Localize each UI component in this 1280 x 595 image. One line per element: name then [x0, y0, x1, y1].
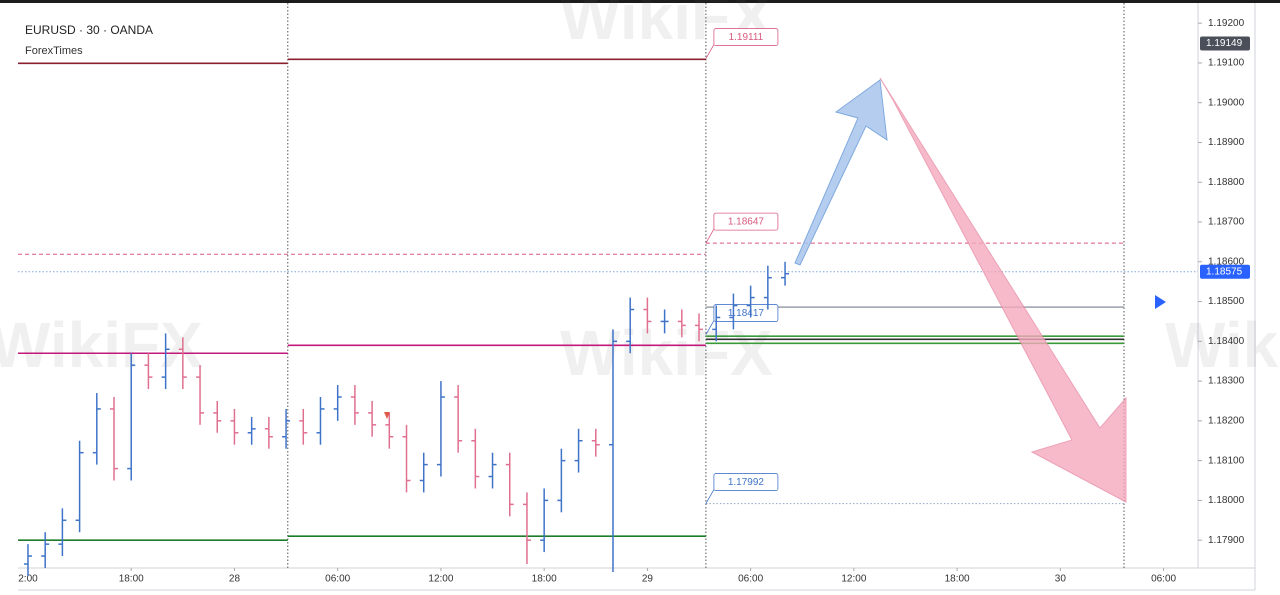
price-label: 1.18575 [1206, 266, 1243, 277]
chart-title: EURUSD · 30 · OANDA [25, 23, 153, 37]
annotation-leader [705, 44, 715, 59]
x-tick-label: 06:00 [325, 574, 350, 585]
x-tick-label: 12:00 [428, 574, 453, 585]
background [0, 3, 1280, 595]
price-label-box [1200, 36, 1250, 51]
down-arrow [879, 77, 1127, 503]
y-tick-label: 1.18500 [1208, 296, 1245, 307]
price-label: 1.19149 [1206, 38, 1243, 49]
top-bar [0, 0, 1280, 3]
x-tick-label: 29 [642, 574, 654, 585]
annotation-label: 1.18417 [728, 308, 765, 319]
y-tick-label: 1.19000 [1208, 97, 1245, 108]
marker [384, 412, 390, 419]
y-tick-label: 1.18100 [1208, 455, 1245, 466]
annotation-box [713, 473, 779, 491]
x-tick-label: 06:00 [738, 574, 763, 585]
plot: 1.17900 1.18000 1.18100 1.18200 1.18300 1.184… [18, 3, 1250, 585]
play-icon[interactable] [1155, 295, 1166, 309]
x-tick-label: 28 [229, 574, 241, 585]
chart-subtitle: ForexTimes [25, 45, 83, 57]
price-label-box [1200, 264, 1250, 279]
x-tick-label: 12:00 [841, 574, 866, 585]
y-tick-label: 1.18600 [1208, 256, 1245, 267]
y-tick-label: 1.17900 [1208, 535, 1245, 546]
x-tick-label: 18:00 [945, 574, 970, 585]
x-tick-label: 30 [1055, 574, 1067, 585]
y-tick-label: 1.18200 [1208, 415, 1245, 426]
y-tick-label: 1.18300 [1208, 376, 1245, 387]
annotation-leader [705, 320, 715, 335]
y-tick-label: 1.18900 [1208, 137, 1245, 148]
annotation-label: 1.18647 [728, 217, 765, 228]
y-tick-label: 1.19100 [1208, 58, 1245, 69]
x-tick-label: 18:00 [119, 574, 144, 585]
y-tick-label: 1.18400 [1208, 336, 1245, 347]
watermark: WikiFX [560, 317, 773, 389]
watermark: WikiFX [0, 309, 203, 381]
annotation-box [713, 28, 779, 46]
annotation-label: 1.17992 [728, 477, 765, 488]
annotation-leader [705, 489, 715, 504]
y-tick-label: 1.18000 [1208, 495, 1245, 506]
annotation-label: 1.19111 [729, 32, 764, 43]
up-arrow [794, 79, 888, 266]
y-tick-label: 1.18800 [1208, 177, 1245, 188]
annotation-box [713, 212, 779, 231]
annotation-leader [705, 228, 715, 244]
y-tick-label: 1.19200 [1208, 18, 1245, 29]
x-tick-label: 2:00 [18, 574, 38, 585]
y-tick-label: 1.18700 [1208, 217, 1245, 228]
watermark: WikiFX [1165, 309, 1280, 381]
x-tick-label: 18:00 [532, 574, 557, 585]
x-tick-label: 06:00 [1151, 574, 1176, 585]
